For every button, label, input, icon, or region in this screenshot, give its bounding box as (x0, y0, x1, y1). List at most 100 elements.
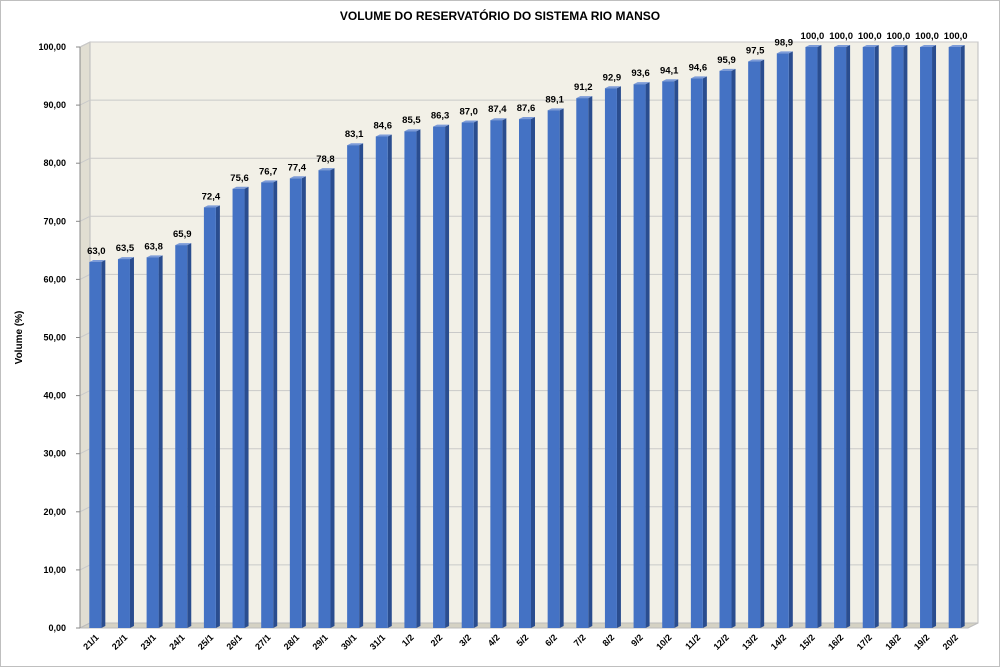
x-tick-label: 28/1 (282, 632, 301, 651)
data-label: 91,2 (574, 82, 593, 93)
x-tick-label: 12/2 (711, 632, 730, 651)
data-label: 65,9 (173, 229, 192, 240)
x-tick-label: 18/2 (883, 632, 902, 651)
bar (662, 81, 675, 629)
data-label: 100,0 (829, 31, 853, 42)
bar (490, 120, 503, 629)
bar-side (158, 255, 163, 628)
bar-top (318, 168, 335, 171)
bar-top (289, 176, 306, 179)
x-tick-label: 2/2 (429, 632, 445, 648)
bar-top (175, 243, 192, 246)
bar (891, 47, 904, 628)
x-tick-label: 1/2 (400, 632, 416, 648)
data-label: 72,4 (202, 191, 221, 202)
x-tick-label: 16/2 (826, 632, 845, 651)
gridline (79, 215, 978, 222)
x-tick-label: 25/1 (196, 632, 215, 651)
x-tick-label: 8/2 (600, 632, 616, 648)
chart-title: VOLUME DO RESERVATÓRIO DO SISTEMA RIO MA… (339, 9, 661, 23)
x-tick-label: 15/2 (797, 632, 816, 651)
bar-top (203, 205, 220, 208)
bar (347, 145, 360, 628)
data-label: 86,3 (431, 111, 450, 122)
bar-top (261, 180, 278, 183)
data-label: 63,0 (87, 246, 106, 257)
bar (461, 122, 474, 628)
bar-top (891, 45, 908, 47)
bar (920, 47, 933, 628)
bar (261, 182, 274, 629)
bar (232, 188, 245, 628)
x-tick-label: 9/2 (629, 632, 645, 648)
bar-side (559, 108, 564, 629)
bar-top (920, 45, 937, 47)
bar-top (948, 45, 965, 47)
x-tick-label: 4/2 (486, 632, 502, 648)
bar-side (244, 186, 249, 628)
bar (862, 47, 875, 628)
data-label: 89,1 (545, 94, 564, 105)
data-label: 100,0 (858, 31, 882, 42)
y-axis-label: Volume (%) (14, 311, 25, 365)
bar (805, 47, 818, 628)
x-tick-label: 22/1 (110, 632, 129, 651)
x-tick-label: 21/1 (81, 632, 100, 651)
bar (404, 131, 417, 628)
bar-top (547, 108, 564, 111)
bar (633, 84, 646, 628)
data-label: 97,5 (746, 46, 765, 57)
bar-side (674, 79, 679, 629)
bar-side (874, 45, 879, 628)
y-tick-label: 80,00 (43, 158, 66, 168)
bar-side (903, 45, 908, 628)
bar-side (760, 59, 765, 628)
data-label: 94,1 (660, 65, 679, 76)
bar-side (932, 45, 937, 628)
bar (748, 61, 761, 628)
x-tick-label: 30/1 (339, 632, 358, 651)
bar-top (748, 59, 765, 62)
data-label: 100,0 (801, 31, 825, 42)
y-tick-label: 90,00 (43, 100, 66, 110)
bar (776, 53, 789, 629)
data-label: 76,7 (259, 166, 278, 177)
bar-top (461, 120, 478, 123)
bar-side (531, 117, 535, 628)
bar-top (633, 82, 650, 85)
y-tick-label: 100,00 (38, 42, 66, 52)
x-tick-label: 3/2 (457, 632, 473, 648)
x-tick-label: 11/2 (683, 632, 702, 651)
bar-side (301, 176, 306, 628)
data-label: 75,6 (230, 173, 249, 184)
data-label: 93,6 (631, 68, 650, 79)
bar-side (187, 243, 192, 628)
bar-side (846, 45, 851, 628)
bar (519, 119, 531, 628)
bar-side (273, 180, 278, 629)
y-tick-label: 10,00 (43, 565, 66, 575)
x-tick-label: 10/2 (654, 632, 673, 651)
bar-top (776, 51, 793, 54)
bar (576, 98, 589, 629)
gridline (79, 157, 978, 164)
bar-top (662, 79, 679, 82)
bar-side (101, 259, 106, 628)
bar-side (416, 129, 421, 628)
x-tick-label: 29/1 (310, 632, 329, 651)
data-label: 85,5 (402, 115, 421, 126)
data-label: 95,9 (717, 55, 736, 66)
bar (433, 126, 446, 629)
bar-side (473, 120, 478, 628)
bar-side (788, 51, 793, 629)
data-label: 94,6 (689, 62, 708, 73)
bar-side (445, 124, 450, 629)
x-tick-label: 26/1 (224, 632, 243, 651)
y-tick-label: 40,00 (43, 391, 66, 401)
bar-side (616, 86, 621, 629)
data-label: 83,1 (345, 129, 364, 140)
bar (948, 47, 961, 628)
x-tick-label: 5/2 (514, 632, 530, 648)
x-tick-label: 24/1 (167, 632, 186, 651)
x-tick-label: 19/2 (912, 632, 931, 651)
